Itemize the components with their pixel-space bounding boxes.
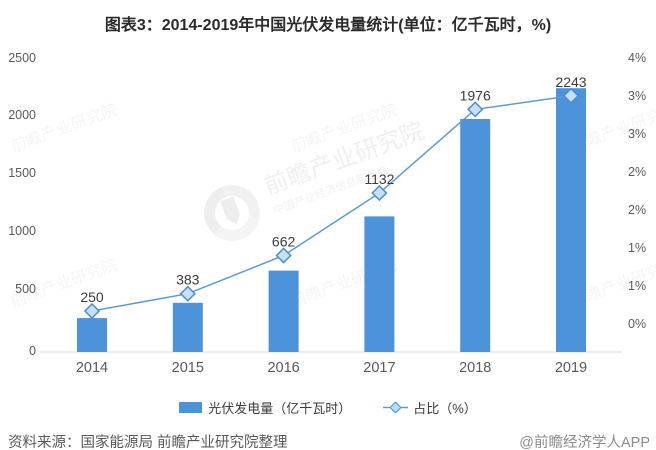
svg-text:1%: 1% [628,241,646,255]
svg-text:2%: 2% [628,203,646,217]
svg-text:1976: 1976 [460,87,491,103]
svg-text:1132: 1132 [364,171,394,187]
svg-text:2243: 2243 [555,74,586,90]
svg-text:2500: 2500 [8,51,36,65]
svg-text:383: 383 [176,272,200,288]
svg-text:1%: 1% [628,279,646,293]
svg-text:2%: 2% [628,165,646,179]
svg-text:2018: 2018 [459,360,491,376]
svg-text:250: 250 [80,289,104,305]
svg-text:0: 0 [29,344,36,358]
svg-text:662: 662 [272,234,296,250]
svg-text:3%: 3% [628,89,646,103]
svg-text:2019: 2019 [555,360,587,376]
svg-text:3%: 3% [628,127,646,141]
svg-text:0%: 0% [628,317,646,331]
svg-text:2014: 2014 [76,360,108,376]
svg-text:2016: 2016 [267,360,299,376]
svg-text:2017: 2017 [363,360,395,376]
svg-text:2015: 2015 [172,360,204,376]
svg-text:4%: 4% [628,51,646,65]
svg-text:500: 500 [15,282,36,296]
svg-text:1000: 1000 [8,224,36,238]
svg-text:2000: 2000 [8,108,36,122]
svg-text:1500: 1500 [8,166,36,180]
